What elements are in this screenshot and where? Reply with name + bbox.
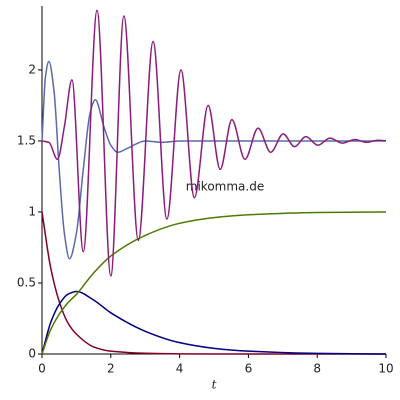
line-series	[41, 9, 387, 277]
x-tick-label: 8	[313, 362, 321, 376]
line-series	[41, 211, 386, 355]
y-tick-label: 1	[28, 204, 36, 218]
x-tick-label: 4	[176, 362, 184, 376]
y-tick-label: 2	[28, 62, 36, 76]
y-tick-label: 1.5	[17, 133, 36, 147]
y-tick-label: 0	[28, 347, 36, 361]
x-tick-label: 2	[107, 362, 115, 376]
x-tick-label: 6	[245, 362, 253, 376]
y-tick-label: 0.5	[17, 275, 36, 289]
x-axis-label: t	[212, 378, 217, 392]
line-series	[41, 60, 386, 260]
x-tick-label: 10	[378, 362, 393, 376]
line-series	[41, 211, 387, 355]
annotation: mikomma.de	[186, 180, 264, 194]
line-series	[41, 290, 387, 355]
x-tick-label: 0	[38, 362, 46, 376]
